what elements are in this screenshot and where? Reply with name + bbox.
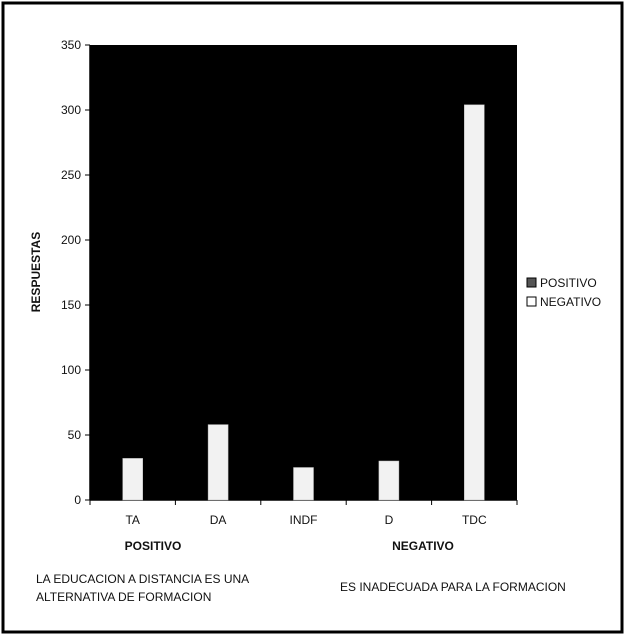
y-tick-label: 50 (68, 428, 82, 442)
x-tick-label: TA (125, 513, 139, 527)
plot-area (90, 45, 517, 500)
group-label-negativo: NEGATIVO (392, 539, 454, 553)
note-right: ES INADECUADA PARA LA FORMACION (340, 580, 566, 594)
y-tick-label: 0 (74, 493, 81, 507)
y-tick-label: 150 (61, 298, 81, 312)
bar-negativo-indf (293, 467, 314, 501)
bar-negativo-da (207, 424, 229, 501)
legend-swatch-negativo (526, 296, 537, 307)
y-tick-label: 350 (61, 38, 81, 52)
x-tick-label: TDC (462, 513, 487, 527)
bar-negativo-ta (122, 458, 143, 501)
legend-label-negativo: NEGATIVO (540, 295, 601, 309)
group-label-positivo: POSITIVO (125, 539, 182, 553)
y-tick-label: 250 (61, 168, 81, 182)
legend: POSITIVO NEGATIVO (526, 276, 601, 309)
bar-negativo-d (378, 460, 400, 501)
y-tick-label: 200 (61, 233, 81, 247)
y-tick-label: 300 (61, 103, 81, 117)
note-left-line-1: LA EDUCACION A DISTANCIA ES UNA (36, 572, 249, 586)
x-ticks: TA DA INDF D TDC (89, 500, 518, 527)
x-tick-label: D (385, 513, 394, 527)
x-tick-label: INDF (290, 513, 318, 527)
y-ticks: 0 50 100 150 200 250 300 350 (61, 38, 90, 507)
x-tick-label: DA (210, 513, 227, 527)
legend-swatch-positivo (526, 277, 537, 288)
note-left-line-2: ALTERNATIVA DE FORMACION (36, 590, 211, 604)
bars (122, 104, 485, 501)
y-axis-title: RESPUESTAS (29, 232, 43, 312)
y-tick-label: 100 (61, 363, 81, 377)
legend-label-positivo: POSITIVO (540, 276, 597, 290)
bar-negativo-tdc (464, 104, 485, 501)
